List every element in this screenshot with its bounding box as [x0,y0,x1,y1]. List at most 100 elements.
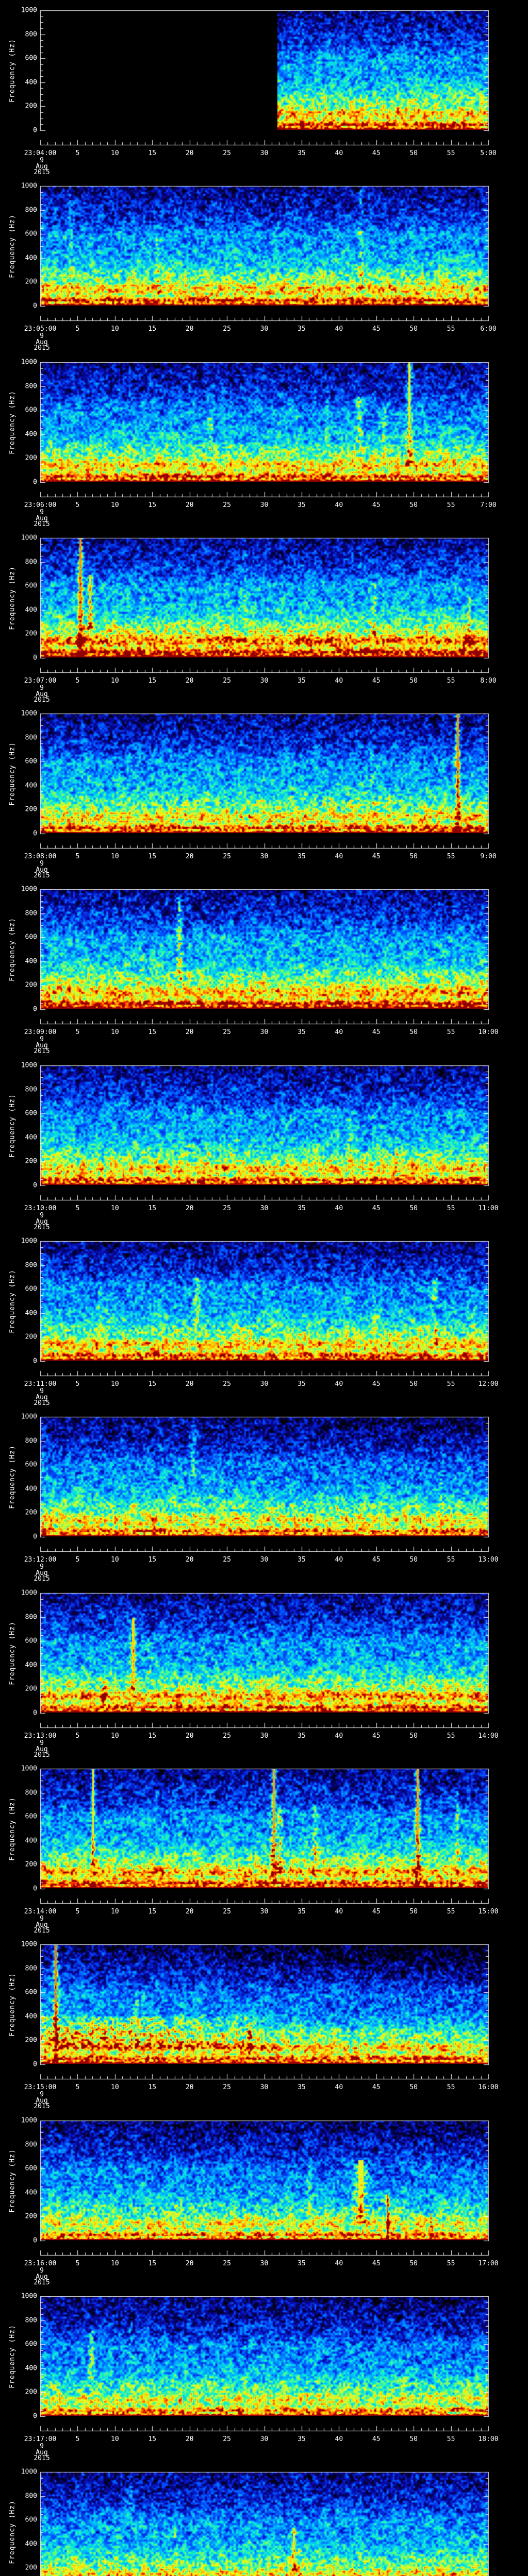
x-tick-label: 20 [185,2260,194,2267]
y-tick-label: 600 [25,230,37,238]
y-tick-label: 800 [25,2492,37,2500]
spectrogram-canvas [0,2286,528,2462]
date-line: 9 [40,1563,44,1571]
y-tick-label: 400 [25,2189,37,2197]
date-line: Aug [36,866,48,874]
spectrogram-panel-23-04-00: Frequency (Hz) 0 200 400 600 800 1000 23:04:00… [0,0,528,176]
date-line: Aug [36,2096,48,2105]
x-tick-label: 30 [260,1380,269,1388]
y-tick-label: 800 [25,206,37,214]
y-tick-label: 600 [25,757,37,766]
date-line: 2015 [34,344,50,352]
x-tick-label: 55 [447,677,455,685]
x-tick-label: 10 [111,853,119,860]
y-tick-label: 600 [25,54,37,62]
y-tick-label: 200 [25,981,37,989]
y-tick-label: 600 [25,1812,37,1821]
x-tick-label: 55 [447,1556,455,1564]
x-tick-label: 20 [185,149,194,157]
x-tick-label: 5 [75,501,80,509]
date-line: Aug [36,1041,48,1049]
date-line: 2015 [34,1575,50,1583]
y-tick-label: 0 [33,1181,37,1190]
x-tick-label: 55 [447,1732,455,1740]
x-tick-label: 55 [447,149,455,157]
x-tick-label: 10 [111,149,119,157]
date-line: 9 [40,2267,44,2275]
date-line: 2015 [34,696,50,704]
x-tick-label: 15 [148,1732,157,1740]
y-tick-label: 0 [33,302,37,310]
x-tick-label: 20 [185,853,194,860]
date-line: Aug [36,1393,48,1401]
x-tick-label: 30 [260,2435,269,2443]
x-tick-label: 40 [335,1908,343,1916]
date-line: 2015 [34,1927,50,1935]
x-tick-label: 25 [223,1380,231,1388]
date-line: Aug [36,1217,48,1226]
x-end-time-label: 9:00 [480,853,497,860]
y-tick-label: 0 [33,1357,37,1365]
x-tick-label: 35 [298,1380,306,1388]
x-tick-label: 25 [223,677,231,685]
x-tick-label: 25 [223,1732,231,1740]
x-tick-label: 5 [75,325,80,333]
x-tick-label: 50 [409,1205,418,1212]
y-tick-label: 200 [25,102,37,110]
x-start-time-label: 23:06:00 [24,501,57,509]
x-tick-label: 45 [372,2260,381,2267]
date-line: Aug [36,690,48,698]
y-tick-label: 800 [25,909,37,918]
x-start-time-label: 23:04:00 [24,149,57,157]
spectrogram-panel-23-10-00: Frequency (Hz) 0 200 400 600 800 1000 23:10:00… [0,1055,528,1231]
y-tick-label: 0 [33,2236,37,2245]
x-tick-label: 30 [260,1556,269,1564]
x-tick-label: 55 [447,1028,455,1036]
x-end-time-label: 6:00 [480,325,497,333]
y-tick-label: 400 [25,2012,37,2021]
x-tick-label: 25 [223,2260,231,2267]
date-line: 9 [40,2091,44,2098]
x-tick-label: 10 [111,2435,119,2443]
spectrogram-panel-23-12-00: Frequency (Hz) 0 200 400 600 800 1000 23:12:00… [0,1406,528,1582]
y-tick-label: 200 [25,454,37,462]
y-tick-label: 400 [25,2364,37,2372]
x-tick-label: 10 [111,1732,119,1740]
x-tick-label: 20 [185,1908,194,1916]
spectrogram-panel-23-15-00: Frequency (Hz) 0 200 400 600 800 1000 23:15:00… [0,1934,528,2110]
y-tick-label: 1000 [21,358,37,366]
x-tick-label: 5 [75,1556,80,1564]
spectrogram-panel-23-09-00: Frequency (Hz) 0 200 400 600 800 1000 23:09:00… [0,879,528,1055]
x-tick-label: 50 [409,1028,418,1036]
date-line: 9 [40,1739,44,1747]
x-start-time-label: 23:11:00 [24,1380,57,1388]
x-tick-label: 50 [409,853,418,860]
y-axis-title: Frequency (Hz) [8,1445,16,1509]
y-tick-label: 1000 [21,1237,37,1245]
spectrogram-canvas [0,352,528,528]
y-tick-label: 600 [25,1988,37,1996]
y-tick-label: 0 [33,1533,37,1541]
x-tick-label: 35 [298,149,306,157]
x-tick-label: 55 [447,2260,455,2267]
y-axis-title: Frequency (Hz) [8,741,16,806]
y-tick-label: 1000 [21,1061,37,1070]
y-tick-label: 800 [25,1613,37,1621]
y-axis-title: Frequency (Hz) [8,38,16,103]
x-tick-label: 55 [447,501,455,509]
x-tick-label: 15 [148,2083,157,2091]
x-tick-label: 45 [372,1028,381,1036]
y-tick-label: 1000 [21,1940,37,1948]
x-tick-label: 15 [148,677,157,685]
x-tick-label: 35 [298,677,306,685]
x-end-time-label: 8:00 [480,677,497,685]
x-tick-label: 55 [447,2083,455,2091]
y-tick-label: 0 [33,829,37,838]
x-tick-label: 20 [185,2083,194,2091]
spectrogram-canvas [0,879,528,1055]
x-tick-label: 30 [260,325,269,333]
x-tick-label: 15 [148,1028,157,1036]
x-tick-label: 40 [335,1732,343,1740]
x-tick-label: 55 [447,853,455,860]
y-axis-title: Frequency (Hz) [8,2324,16,2388]
